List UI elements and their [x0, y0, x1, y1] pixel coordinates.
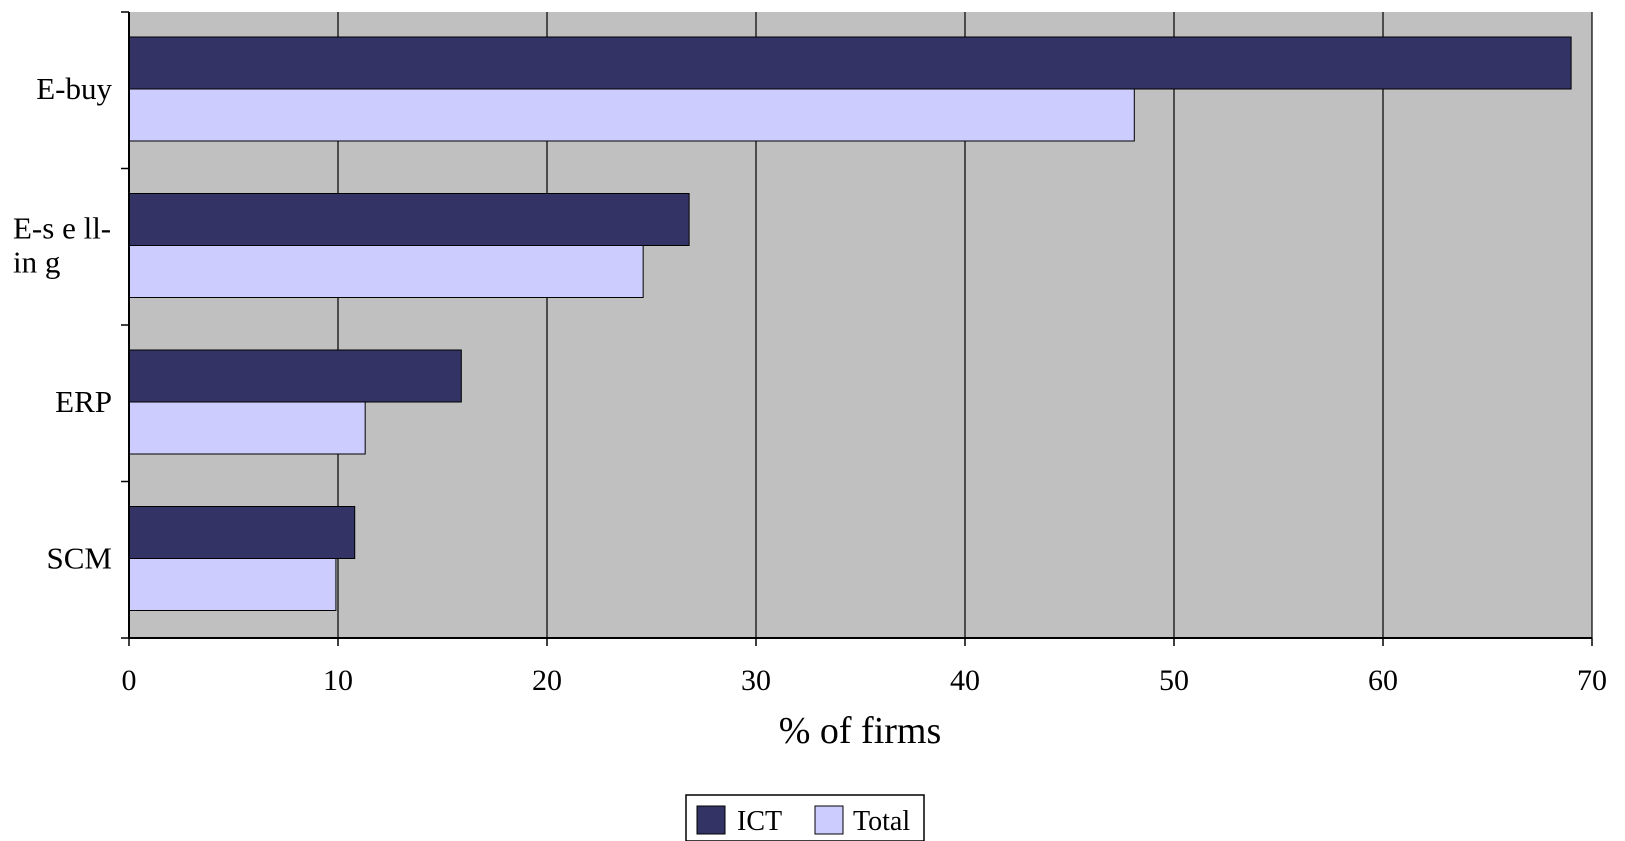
x-tick-label: 20 [532, 664, 562, 697]
y-category-label: E-buy [36, 71, 112, 106]
y-category-label: SCM [47, 541, 112, 576]
x-axis-tick-labels: 0 10 20 30 40 50 60 70 [122, 664, 1608, 697]
y-category-label-line: E-buy [36, 71, 112, 106]
bar-total-scm [128, 558, 337, 611]
bar-ict-e-buy [128, 36, 1572, 90]
legend: ICT Total [685, 794, 925, 841]
x-tick-label: 50 [1159, 664, 1189, 697]
y-axis-labels: E-buy E-s e ll-in g ERP SCM [13, 71, 112, 576]
legend-label-total: Total [853, 806, 910, 837]
x-tick-label: 40 [950, 664, 980, 697]
y-category-label: E-s e ll-in g [13, 211, 111, 280]
x-tick-label: 60 [1368, 664, 1398, 697]
bars [128, 36, 1572, 611]
x-axis-title: % of firms [779, 710, 942, 752]
legend-swatch-total [814, 805, 844, 835]
y-category-label-line: SCM [47, 541, 112, 576]
x-tick-label: 0 [122, 664, 137, 697]
legend-swatch-ict [696, 805, 726, 835]
x-tick-label: 30 [741, 664, 771, 697]
bar-ict-scm [128, 506, 356, 559]
y-category-label-line: E-s e ll- [13, 211, 111, 246]
bar-total-e-buy [128, 88, 1135, 142]
x-tick-label: 10 [323, 664, 353, 697]
bar-total-e-selling [128, 245, 644, 298]
axes [121, 11, 1593, 646]
y-category-label: ERP [55, 384, 112, 419]
bar-total-erp [128, 401, 366, 455]
bar-ict-erp [128, 349, 462, 403]
x-tick-label: 70 [1577, 664, 1607, 697]
y-category-label-line: ERP [55, 384, 112, 419]
legend-box [685, 794, 925, 841]
legend-label-ict: ICT [737, 806, 782, 837]
y-category-label-line: in g [13, 245, 60, 280]
bar-ict-e-selling [128, 193, 690, 246]
